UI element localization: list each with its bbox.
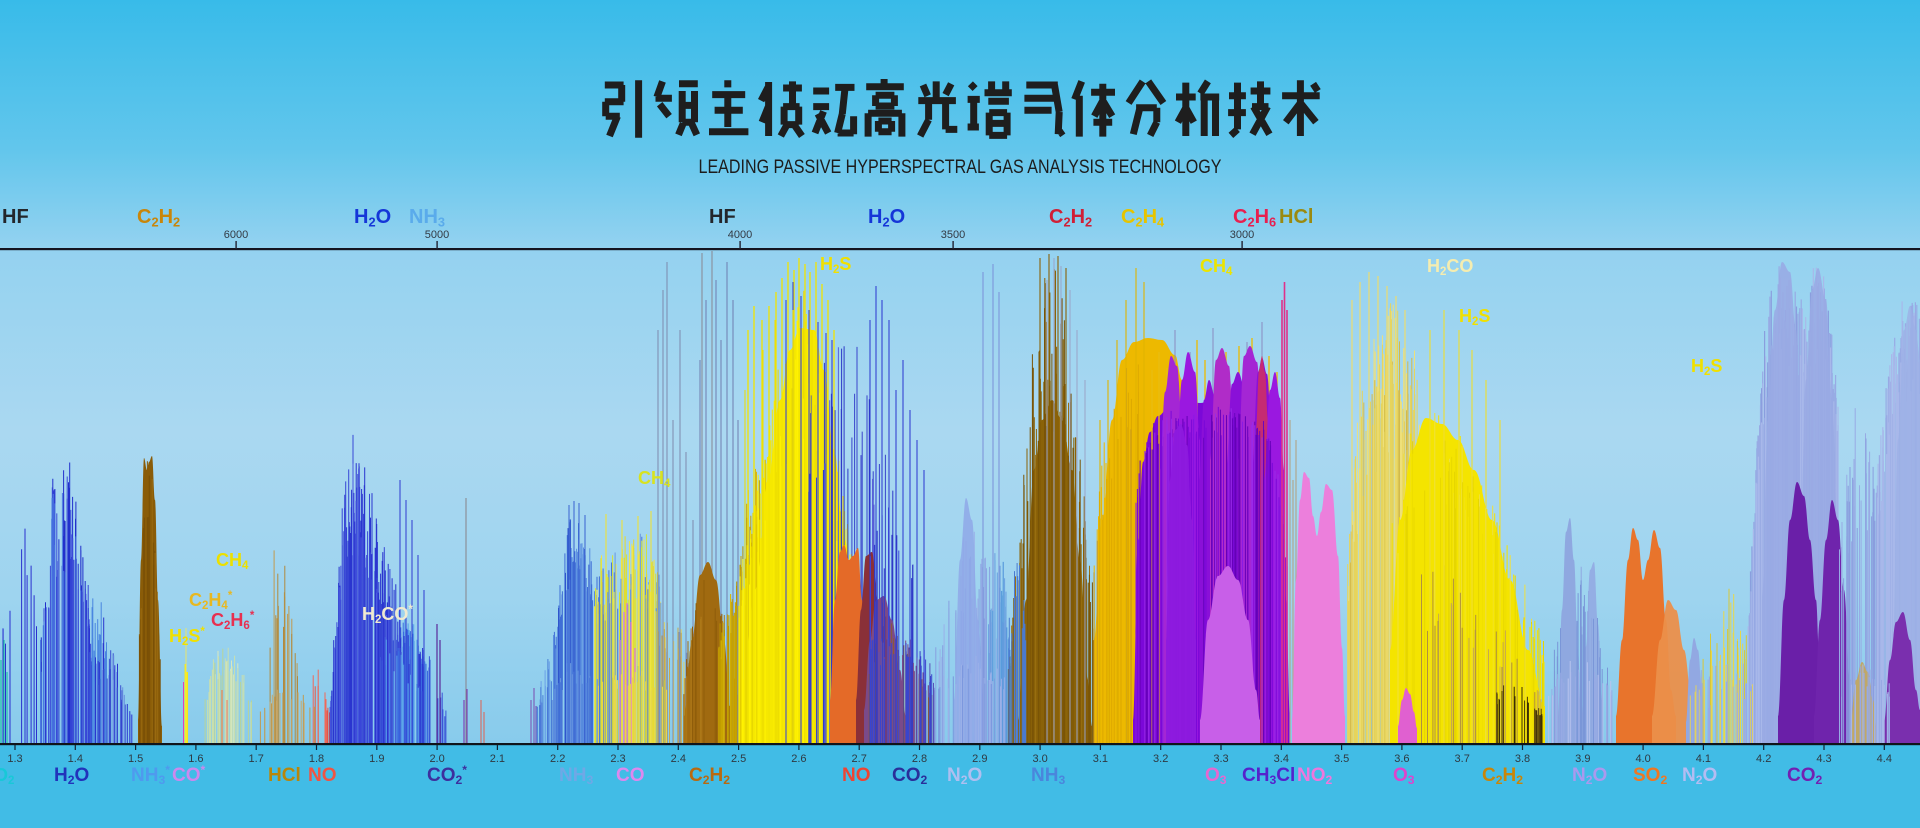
svg-text:H2S: H2S — [1459, 306, 1490, 328]
svg-text:HCl: HCl — [268, 765, 301, 786]
svg-text:H2CO*: H2CO* — [362, 604, 413, 626]
svg-text:6000: 6000 — [224, 229, 248, 241]
svg-text:1.3: 1.3 — [7, 753, 22, 765]
svg-text:4.3: 4.3 — [1816, 753, 1831, 765]
svg-text:1.5: 1.5 — [128, 753, 143, 765]
svg-text:C2H2: C2H2 — [1482, 765, 1523, 787]
svg-text:C2H6*: C2H6* — [211, 610, 255, 632]
svg-text:O3: O3 — [1205, 765, 1227, 787]
svg-text:H2S: H2S — [1691, 356, 1722, 378]
svg-text:4000: 4000 — [728, 229, 752, 241]
svg-text:C2H2: C2H2 — [137, 206, 180, 229]
svg-text:H2O: H2O — [868, 206, 905, 229]
svg-text:3.3: 3.3 — [1213, 753, 1228, 765]
svg-text:CH4: CH4 — [216, 550, 249, 572]
svg-text:4.4: 4.4 — [1877, 753, 1892, 765]
svg-text:3500: 3500 — [941, 229, 965, 241]
svg-text:C2H4: C2H4 — [1121, 206, 1165, 229]
svg-text:4.0: 4.0 — [1635, 753, 1650, 765]
svg-text:NH3*: NH3* — [131, 763, 170, 787]
svg-text:NO: NO — [842, 765, 871, 786]
svg-text:2.7: 2.7 — [852, 753, 867, 765]
svg-text:O2: O2 — [0, 765, 14, 787]
svg-text:N2O: N2O — [1682, 765, 1717, 787]
svg-text:CO2: CO2 — [892, 765, 928, 787]
svg-text:C2H6: C2H6 — [1233, 206, 1276, 229]
svg-text:O3: O3 — [1393, 765, 1415, 787]
svg-text:1.9: 1.9 — [369, 753, 384, 765]
svg-text:1.4: 1.4 — [68, 753, 83, 765]
svg-text:HCl: HCl — [1279, 206, 1313, 228]
svg-text:CO*: CO* — [172, 763, 206, 786]
svg-text:C2H2: C2H2 — [1049, 206, 1092, 229]
svg-text:1.6: 1.6 — [188, 753, 203, 765]
svg-text:5000: 5000 — [425, 229, 449, 241]
svg-text:2.3: 2.3 — [610, 753, 625, 765]
svg-text:2.0: 2.0 — [429, 753, 444, 765]
svg-text:3.0: 3.0 — [1032, 753, 1047, 765]
svg-text:H2S: H2S — [820, 254, 851, 276]
svg-text:H2CO: H2CO — [1427, 256, 1473, 278]
svg-text:CO2: CO2 — [1787, 765, 1823, 787]
svg-text:CH4: CH4 — [638, 468, 671, 490]
svg-text:3000: 3000 — [1230, 229, 1254, 241]
svg-text:3.6: 3.6 — [1394, 753, 1409, 765]
svg-text:3.8: 3.8 — [1515, 753, 1530, 765]
svg-text:HF: HF — [709, 206, 736, 228]
svg-text:2.9: 2.9 — [972, 753, 987, 765]
svg-text:NO2: NO2 — [1297, 765, 1333, 787]
svg-text:2.6: 2.6 — [791, 753, 806, 765]
svg-text:C2H2: C2H2 — [689, 765, 730, 787]
svg-text:4.1: 4.1 — [1696, 753, 1711, 765]
svg-text:HF: HF — [2, 206, 29, 228]
svg-text:NH3: NH3 — [409, 206, 445, 229]
svg-text:C2H4*: C2H4* — [189, 590, 233, 612]
svg-text:N2O: N2O — [1572, 765, 1607, 787]
svg-text:3.7: 3.7 — [1455, 753, 1470, 765]
svg-text:2.4: 2.4 — [671, 753, 686, 765]
svg-text:1.8: 1.8 — [309, 753, 324, 765]
svg-text:CO: CO — [616, 765, 645, 786]
svg-text:4.2: 4.2 — [1756, 753, 1771, 765]
svg-text:N2O: N2O — [947, 765, 982, 787]
svg-text:CH4: CH4 — [1200, 256, 1233, 278]
svg-text:NH3: NH3 — [1031, 765, 1065, 787]
svg-text:1.7: 1.7 — [249, 753, 264, 765]
svg-text:CH3Cl: CH3Cl — [1242, 765, 1295, 787]
svg-text:CO2*: CO2* — [427, 763, 467, 787]
svg-text:H2O: H2O — [54, 765, 89, 787]
svg-text:NO: NO — [308, 765, 337, 786]
svg-text:SO2: SO2 — [1633, 765, 1667, 787]
svg-text:3.2: 3.2 — [1153, 753, 1168, 765]
svg-text:2.2: 2.2 — [550, 753, 565, 765]
svg-text:3.1: 3.1 — [1093, 753, 1108, 765]
svg-text:3.4: 3.4 — [1274, 753, 1289, 765]
svg-text:2.1: 2.1 — [490, 753, 505, 765]
svg-text:2.5: 2.5 — [731, 753, 746, 765]
svg-text:H2S*: H2S* — [169, 626, 205, 648]
svg-text:3.9: 3.9 — [1575, 753, 1590, 765]
svg-text:2.8: 2.8 — [912, 753, 927, 765]
svg-text:LEADING PASSIVE HYPERSPECTRAL: LEADING PASSIVE HYPERSPECTRAL GAS ANALYS… — [699, 157, 1222, 178]
svg-text:3.5: 3.5 — [1334, 753, 1349, 765]
svg-text:H2O: H2O — [354, 206, 391, 229]
svg-text:NH3: NH3 — [559, 765, 593, 787]
